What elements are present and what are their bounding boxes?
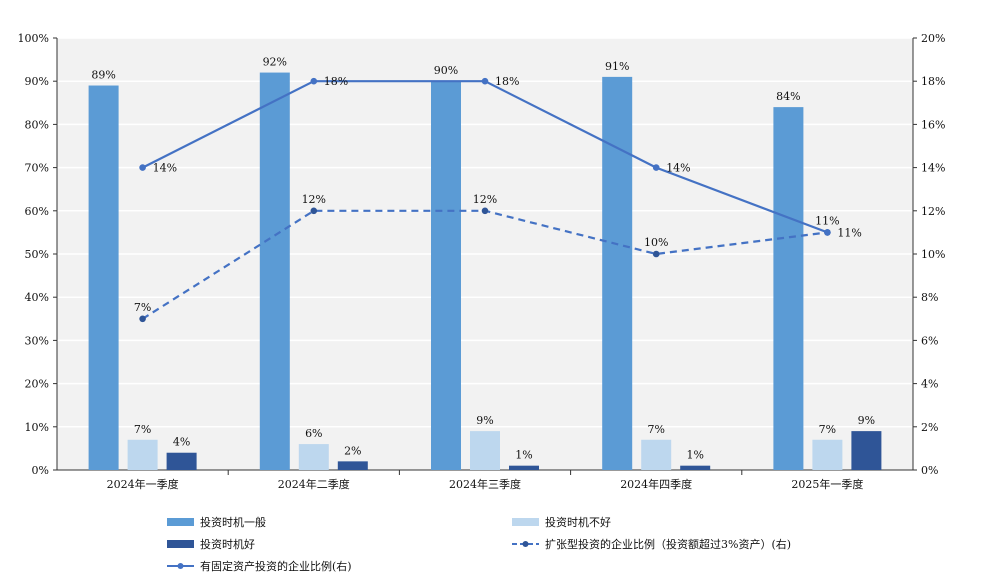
bar-data-label: 6% bbox=[305, 427, 322, 440]
line-point bbox=[824, 229, 831, 236]
line-data-label: 7% bbox=[134, 301, 151, 314]
line-data-label: 14% bbox=[666, 162, 690, 175]
bar-data-label: 91% bbox=[605, 60, 629, 73]
bar-data-label: 9% bbox=[858, 414, 875, 427]
bar bbox=[509, 465, 539, 470]
line-data-label: 12% bbox=[473, 193, 497, 206]
bar bbox=[773, 107, 804, 471]
bar-data-label: 1% bbox=[686, 449, 703, 462]
y-left-tick-label: 90% bbox=[25, 75, 49, 88]
bar-data-label: 7% bbox=[134, 423, 151, 436]
y-right-tick-label: 18% bbox=[921, 75, 945, 88]
y-left-tick-label: 20% bbox=[25, 378, 49, 391]
y-left-tick-label: 30% bbox=[25, 334, 49, 347]
x-tick-label: 2024年四季度 bbox=[620, 477, 692, 491]
line-data-label: 11% bbox=[837, 226, 861, 239]
bar-data-label: 90% bbox=[434, 64, 458, 77]
bar bbox=[259, 72, 290, 470]
y-right-tick-label: 16% bbox=[921, 118, 945, 131]
line-data-label: 12% bbox=[302, 193, 326, 206]
y-right-tick-label: 2% bbox=[921, 421, 938, 434]
y-right-tick-label: 8% bbox=[921, 291, 938, 304]
line-data-label: 14% bbox=[153, 162, 177, 175]
y-right-tick-label: 4% bbox=[921, 378, 938, 391]
bar bbox=[298, 444, 329, 470]
bar bbox=[166, 452, 197, 470]
bar bbox=[470, 431, 500, 470]
bar-data-label: 7% bbox=[819, 423, 836, 436]
bar-data-label: 89% bbox=[91, 69, 115, 82]
bar bbox=[127, 439, 158, 470]
line-point bbox=[139, 315, 146, 323]
y-right-tick-label: 14% bbox=[921, 162, 945, 175]
line-data-label: 11% bbox=[815, 214, 839, 227]
bar-data-label: 9% bbox=[476, 414, 493, 427]
y-right-tick-label: 12% bbox=[921, 205, 945, 218]
line-data-label: 18% bbox=[324, 75, 348, 88]
bar bbox=[641, 439, 672, 470]
line-point bbox=[310, 77, 318, 85]
y-left-tick-label: 50% bbox=[25, 248, 49, 261]
line-point bbox=[481, 77, 489, 85]
bar bbox=[88, 85, 119, 471]
y-right-tick-label: 0% bbox=[921, 464, 938, 477]
y-right-tick-label: 6% bbox=[921, 334, 938, 347]
y-left-tick-label: 100% bbox=[18, 32, 49, 45]
y-left-tick-label: 60% bbox=[25, 205, 49, 218]
y-left-tick-label: 70% bbox=[25, 162, 49, 175]
bar bbox=[680, 465, 711, 470]
y-left-tick-label: 80% bbox=[25, 118, 49, 131]
line-point bbox=[652, 250, 660, 258]
y-left-tick-label: 40% bbox=[25, 291, 49, 304]
x-tick-label: 2024年三季度 bbox=[449, 477, 521, 491]
bar bbox=[337, 461, 368, 470]
bar bbox=[431, 81, 461, 470]
y-right-tick-label: 10% bbox=[921, 248, 945, 261]
bar bbox=[812, 439, 843, 470]
line-point bbox=[139, 164, 146, 171]
bar-data-label: 1% bbox=[515, 449, 532, 462]
y-left-tick-label: 0% bbox=[32, 464, 49, 477]
bar bbox=[851, 431, 882, 470]
line-data-label: 18% bbox=[495, 75, 519, 88]
line-point bbox=[481, 207, 489, 215]
bar-data-label: 84% bbox=[776, 90, 800, 103]
line-data-label: 10% bbox=[644, 236, 668, 249]
bar-data-label: 4% bbox=[173, 436, 190, 449]
line-point bbox=[310, 207, 318, 215]
y-left-tick-label: 10% bbox=[25, 421, 49, 434]
x-tick-label: 2025年一季度 bbox=[791, 477, 863, 491]
x-tick-label: 2024年一季度 bbox=[107, 477, 179, 491]
x-tick-label: 2024年二季度 bbox=[278, 477, 350, 491]
bar-data-label: 2% bbox=[344, 444, 361, 457]
bar bbox=[602, 76, 633, 470]
bar-data-label: 92% bbox=[263, 56, 287, 69]
bar-data-label: 7% bbox=[647, 423, 664, 436]
line-point bbox=[652, 164, 660, 171]
y-right-tick-label: 20% bbox=[921, 32, 945, 45]
